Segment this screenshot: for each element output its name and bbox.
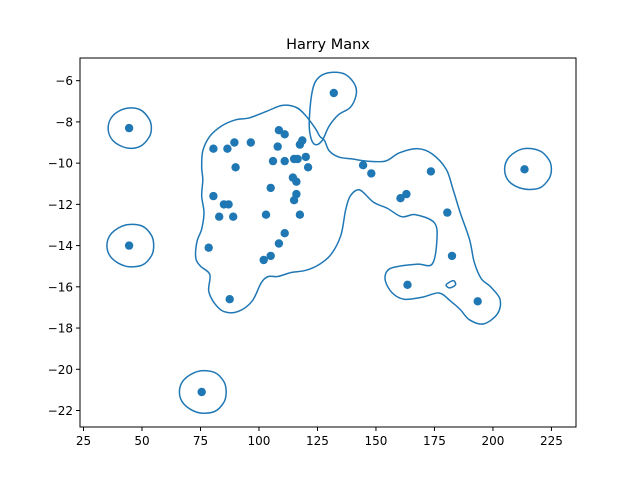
data-point-0	[124, 123, 134, 133]
contour-line-5	[194, 104, 502, 325]
data-point-25	[295, 140, 305, 149]
data-point-45	[447, 251, 457, 261]
y-tick-label: −12	[48, 198, 73, 212]
data-point-16	[225, 295, 234, 304]
data-point-30	[266, 183, 275, 193]
density-contours	[106, 71, 553, 415]
contour-line-4	[503, 147, 553, 191]
data-point-20	[268, 156, 278, 166]
chart-title: Harry Manx	[286, 37, 370, 53]
x-tick-label: 175	[423, 434, 446, 448]
y-tick-label: −16	[48, 280, 73, 294]
contour-line-3	[308, 71, 358, 146]
contour-line-0	[107, 107, 153, 150]
data-point-40	[367, 169, 376, 178]
x-tick-label: 100	[248, 434, 271, 448]
data-point-15	[204, 243, 213, 252]
data-point-4	[520, 165, 529, 174]
data-point-3	[329, 88, 338, 98]
y-tick-label: −22	[48, 404, 73, 418]
x-tick-label: 25	[76, 434, 91, 448]
data-point-35	[280, 229, 289, 238]
plot-frame	[79, 57, 577, 428]
data-point-27	[303, 163, 313, 172]
x-axis: 25 50 75 100 125 150 175 200 225	[76, 427, 563, 448]
data-point-23	[293, 154, 302, 164]
data-point-21	[280, 156, 289, 166]
data-point-37	[259, 255, 268, 265]
y-tick-label: −18	[48, 322, 73, 336]
data-point-33	[261, 210, 271, 219]
x-tick-label: 75	[193, 434, 208, 448]
contour-line-6	[445, 279, 457, 289]
contour-line-2	[178, 369, 227, 415]
x-tick-label: 225	[540, 434, 563, 448]
data-point-46	[403, 280, 412, 289]
data-point-17	[274, 126, 284, 135]
data-point-1	[124, 241, 134, 250]
y-tick-label: −6	[55, 74, 73, 88]
x-tick-label: 200	[481, 434, 504, 448]
data-point-5	[209, 144, 218, 153]
data-point-39	[358, 161, 368, 170]
data-point-9	[231, 163, 240, 172]
data-point-14	[229, 212, 238, 221]
contour-line-1	[106, 223, 155, 268]
y-tick-label: −14	[48, 239, 73, 253]
data-point-34	[295, 210, 305, 219]
data-points	[124, 88, 529, 397]
data-point-36	[274, 239, 284, 248]
y-tick-label: −10	[48, 157, 73, 171]
data-point-2	[197, 387, 206, 397]
data-point-26	[301, 152, 310, 162]
y-axis: −22 −20 −18 −16 −14 −12 −10 −8 −6	[48, 74, 80, 418]
data-point-32	[289, 196, 299, 205]
data-point-19	[273, 142, 282, 151]
y-tick-label: −8	[55, 115, 73, 129]
data-point-38	[266, 251, 275, 261]
x-tick-label: 125	[306, 434, 329, 448]
data-point-12	[224, 200, 233, 209]
data-point-42	[396, 194, 405, 203]
data-point-7	[230, 138, 239, 147]
data-point-8	[246, 138, 255, 147]
data-point-13	[215, 212, 224, 221]
data-point-18	[280, 130, 289, 139]
data-point-44	[443, 208, 452, 217]
x-tick-label: 150	[365, 434, 388, 448]
data-point-10	[209, 191, 218, 201]
data-point-41	[426, 167, 436, 176]
y-tick-label: −20	[48, 363, 73, 377]
data-point-43	[402, 189, 411, 199]
data-point-6	[223, 144, 232, 153]
data-point-47	[473, 297, 482, 306]
x-tick-label: 50	[134, 434, 149, 448]
data-point-29	[292, 177, 301, 186]
